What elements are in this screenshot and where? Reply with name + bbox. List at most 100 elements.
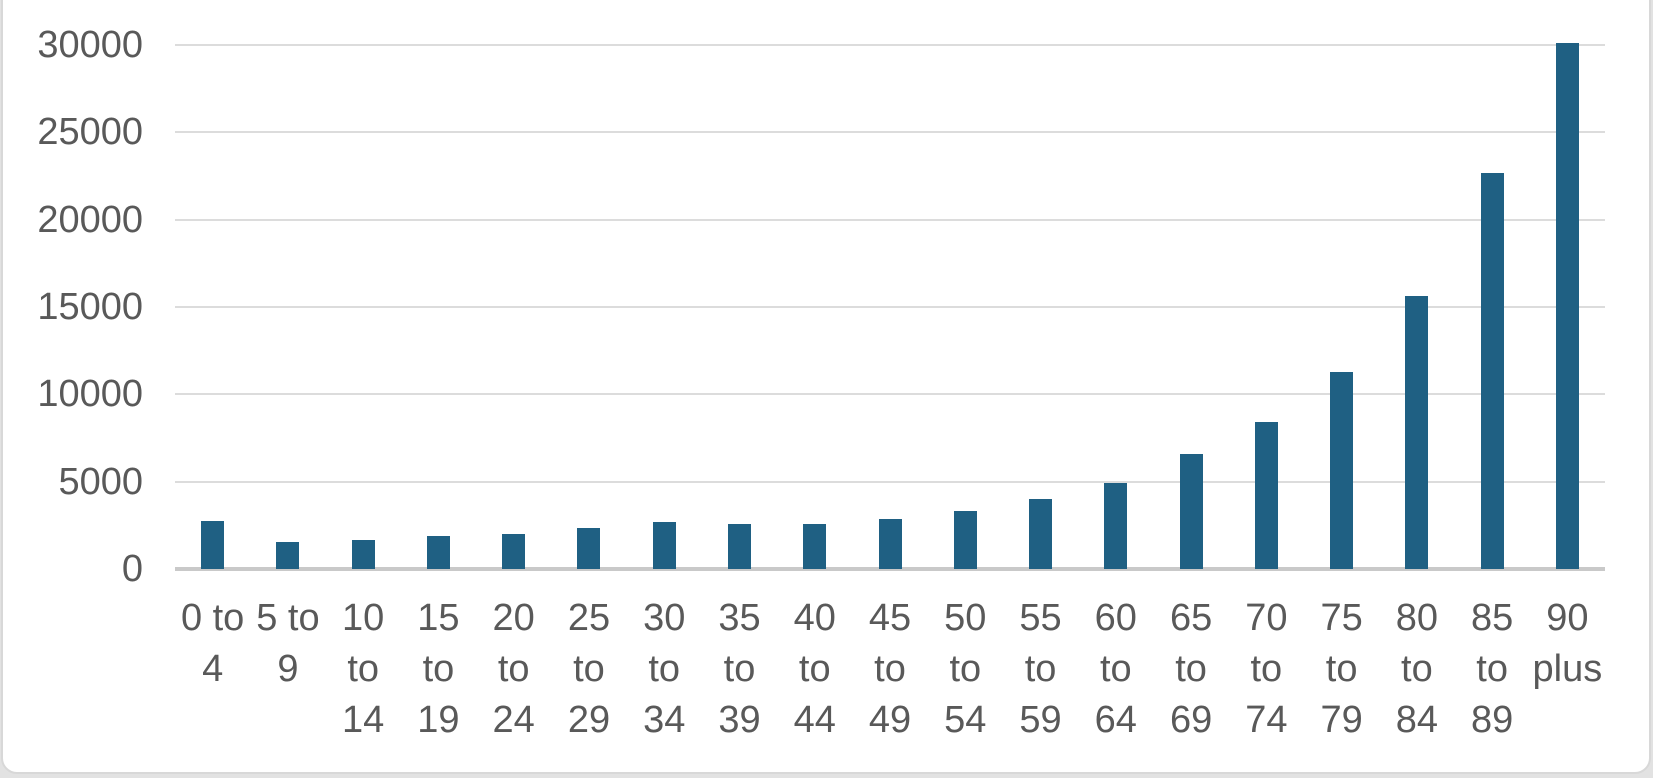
x-tick-label-line: 74 — [1245, 699, 1288, 741]
x-tick-label-line: 35 — [718, 597, 761, 639]
x-tick-label-15-to-19: 15 to 19 — [401, 593, 476, 746]
x-tick-label-line: 69 — [1169, 699, 1213, 741]
bar-50-to-54[interactable] — [953, 510, 977, 569]
x-tick-label-line: to — [497, 648, 530, 690]
bar-90-plus[interactable] — [1555, 43, 1579, 569]
x-tick-label-line: to — [1099, 648, 1132, 690]
x-tick-label-line: 80 — [1395, 597, 1439, 639]
gridline-10000 — [175, 393, 1605, 396]
x-tick-label-line: 25 — [567, 597, 611, 639]
bar-60-to-64[interactable] — [1104, 482, 1128, 569]
x-tick-label-65-to-69: 65 to 69 — [1153, 593, 1228, 746]
y-tick-label: 15000 — [37, 286, 143, 328]
y-tick-label: 5000 — [58, 460, 143, 503]
gridline-25000 — [175, 131, 1605, 134]
x-tick-label-line: to — [1401, 648, 1433, 690]
x-tick-label-line: 64 — [1094, 699, 1137, 741]
x-tick-label-80-to-84: 80 to 84 — [1379, 593, 1454, 746]
x-axis: 0 to 4 5 to 9 10 to 14 15 to 19 20 to 24 25 to 29 30 to 34… — [175, 593, 1605, 746]
x-tick-label-line: 34 — [643, 699, 686, 741]
x-tick-label-line: plus — [1532, 648, 1603, 690]
x-tick-label-line: to — [573, 648, 605, 690]
x-tick-label-line: 20 — [492, 597, 535, 639]
x-tick-label-line: 50 — [944, 597, 987, 639]
x-tick-label-line: to — [1175, 648, 1207, 690]
x-tick-label-line: 29 — [567, 699, 611, 741]
x-tick-label-line: 39 — [718, 699, 761, 741]
x-tick-label-line: 59 — [1019, 699, 1062, 741]
x-tick-label-line: 60 — [1094, 597, 1137, 639]
x-tick-label-75-to-79: 75 to 79 — [1304, 593, 1379, 746]
x-tick-label-line: 89 — [1471, 699, 1514, 741]
bar-40-to-44[interactable] — [803, 524, 827, 569]
bar-70-to-74[interactable] — [1254, 422, 1278, 569]
x-tick-label-line: 24 — [492, 699, 535, 741]
x-tick-label-line: 45 — [868, 597, 912, 639]
y-tick-label: 10000 — [37, 373, 143, 416]
x-tick-label-90-plus: 90 plus — [1530, 593, 1605, 746]
bar-25-to-29[interactable] — [577, 527, 601, 569]
gridline-15000 — [175, 306, 1605, 308]
bar-5-to-9[interactable] — [276, 541, 300, 569]
x-tick-label-line: to — [1024, 648, 1057, 690]
x-tick-label-line: 49 — [868, 699, 912, 741]
x-tick-label-10-to-14: 10 to 14 — [326, 593, 401, 746]
bar-20-to-24[interactable] — [502, 534, 526, 569]
x-tick-label-70-to-74: 70 to 74 — [1229, 593, 1304, 746]
x-tick-label-line: to — [347, 648, 380, 690]
y-tick-label: 25000 — [37, 111, 143, 154]
gridline-20000 — [175, 218, 1605, 221]
gridline-5000 — [175, 480, 1605, 483]
bar-0-to-4[interactable] — [201, 520, 225, 569]
x-tick-label-line: 30 — [643, 597, 686, 639]
x-tick-label-line: 5 to — [256, 597, 320, 639]
bar-80-to-84[interactable] — [1405, 295, 1429, 569]
x-tick-label-line: 14 — [342, 699, 385, 741]
x-tick-label-line: 85 — [1471, 597, 1514, 639]
y-tick-label: 20000 — [37, 198, 143, 241]
x-axis-line — [175, 567, 1605, 571]
gridline-30000 — [175, 44, 1605, 46]
x-tick-label-line: 15 — [417, 597, 460, 639]
x-tick-label-line: to — [1325, 648, 1358, 690]
bar-75-to-79[interactable] — [1330, 371, 1354, 569]
x-tick-label-0-to-4: 0 to 4 — [175, 593, 250, 746]
x-tick-label-line: 40 — [793, 597, 836, 639]
y-tick-label: 30000 — [37, 24, 143, 66]
x-tick-label-line: to — [874, 648, 906, 690]
bar-65-to-69[interactable] — [1179, 453, 1203, 569]
x-tick-label-5-to-9: 5 to 9 — [250, 593, 325, 746]
x-tick-label-85-to-89: 85 to 89 — [1455, 593, 1530, 746]
x-tick-label-25-to-29: 25 to 29 — [551, 593, 626, 746]
x-tick-label-35-to-39: 35 to 39 — [702, 593, 777, 746]
x-tick-label-45-to-49: 45 to 49 — [852, 593, 927, 746]
bar-15-to-19[interactable] — [426, 535, 450, 569]
x-tick-label-50-to-54: 50 to 54 — [928, 593, 1003, 746]
x-tick-label-30-to-34: 30 to 34 — [627, 593, 702, 746]
x-tick-label-line: 75 — [1320, 597, 1363, 639]
bar-85-to-89[interactable] — [1480, 172, 1504, 569]
bar-45-to-49[interactable] — [878, 519, 902, 569]
x-tick-label-line: 65 — [1169, 597, 1213, 639]
y-tick-label: 0 — [121, 548, 143, 590]
bar-30-to-34[interactable] — [652, 521, 676, 569]
x-tick-label-line: 84 — [1395, 699, 1439, 741]
x-tick-label-line: to — [648, 648, 681, 690]
x-tick-label-55-to-59: 55 to 59 — [1003, 593, 1078, 746]
x-tick-label-20-to-24: 20 to 24 — [476, 593, 551, 746]
x-tick-label-line: 19 — [417, 699, 460, 741]
x-tick-label-60-to-64: 60 to 64 — [1078, 593, 1153, 746]
x-tick-label-line: 4 — [202, 648, 224, 690]
x-tick-label-line: 79 — [1320, 699, 1363, 741]
x-tick-label-line: 54 — [944, 699, 987, 741]
x-tick-label-line: to — [723, 648, 756, 690]
x-tick-label-line: 90 — [1546, 597, 1589, 639]
bar-55-to-59[interactable] — [1029, 499, 1053, 569]
x-tick-label-line: 9 — [277, 648, 299, 690]
x-tick-label-line: to — [949, 648, 982, 690]
x-tick-label-line: to — [1250, 648, 1283, 690]
bar-10-to-14[interactable] — [351, 540, 375, 569]
x-tick-label-line: to — [798, 648, 831, 690]
bar-35-to-39[interactable] — [727, 523, 751, 569]
